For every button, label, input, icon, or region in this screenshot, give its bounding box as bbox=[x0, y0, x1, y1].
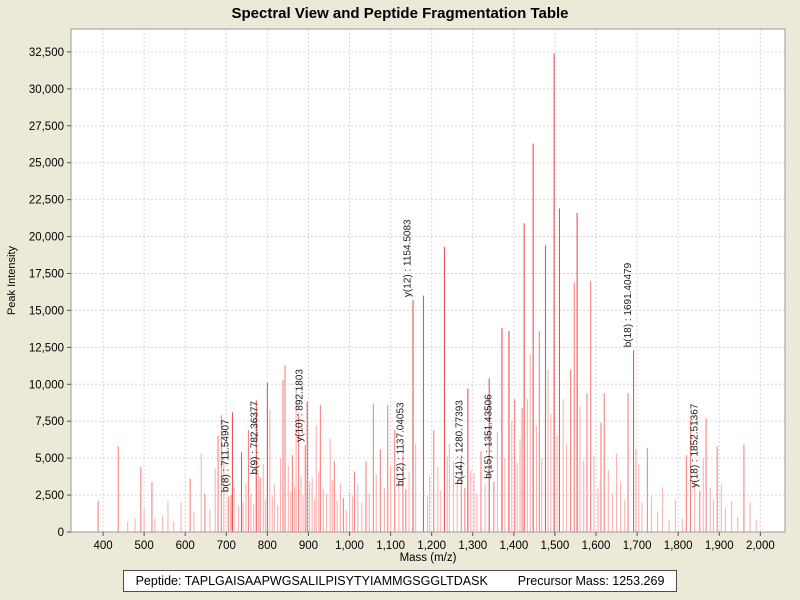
x-tick-label: 500 bbox=[135, 540, 154, 552]
fragment-ion-annotation: b(8) : 711.54907 bbox=[221, 419, 232, 492]
precursor-mass-value: 1253.269 bbox=[612, 574, 665, 588]
peptide-sequence: TAPLGAISAAPWGSALILPISYTYIAMMGSGGLTDASK bbox=[184, 574, 488, 588]
y-tick-label: 17,500 bbox=[29, 268, 64, 280]
y-tick-label: 32,500 bbox=[29, 47, 64, 59]
y-tick-label: 27,500 bbox=[29, 121, 64, 133]
chart-title: Spectral View and Peptide Fragmentation … bbox=[231, 5, 569, 22]
fragment-ion-annotation: b(15) : 1351.43506 bbox=[483, 394, 494, 479]
x-tick-label: 1,300 bbox=[458, 540, 487, 552]
x-tick-label: 1,200 bbox=[417, 540, 446, 552]
fragment-ion-annotation: b(18) : 1691.40479 bbox=[623, 262, 634, 347]
precursor-mass-label: Precursor Mass: bbox=[517, 574, 609, 588]
y-tick-label: 12,500 bbox=[29, 342, 64, 354]
plot-area[interactable] bbox=[71, 29, 785, 532]
x-tick-label: 900 bbox=[299, 540, 318, 552]
x-axis-title: Mass (m/z) bbox=[400, 552, 457, 564]
y-axis-title: Peak Intensity bbox=[6, 245, 18, 315]
fragment-ion-annotation: y(18) : 1852.51367 bbox=[689, 403, 700, 487]
x-tick-label: 1,900 bbox=[705, 540, 734, 552]
y-tick-label: 20,000 bbox=[29, 232, 64, 244]
fragment-ion-annotation: b(14) : 1280.77393 bbox=[454, 400, 465, 485]
plot-border bbox=[70, 28, 786, 533]
fragment-ion-annotation: y(10) : 892.1803 bbox=[295, 369, 306, 442]
fragment-ion-annotation: b(12) : 1137.04053 bbox=[395, 402, 406, 486]
x-tick-label: 2,000 bbox=[746, 540, 775, 552]
y-tick-label: 2,500 bbox=[35, 490, 64, 502]
spectral-plot-canvas[interactable]: 0 2,500 5,000 7,500 10,000 12,500 15,000 17,500… bbox=[0, 0, 800, 566]
y-tick-label: 30,000 bbox=[29, 84, 64, 96]
x-tick-label: 1,700 bbox=[623, 540, 652, 552]
x-tick-label: 1,000 bbox=[335, 540, 364, 552]
y-tick-label: 22,500 bbox=[29, 195, 64, 207]
y-tick-label: 25,000 bbox=[29, 158, 64, 170]
x-tick-label: 1,400 bbox=[499, 540, 528, 552]
x-tick-label: 700 bbox=[217, 540, 236, 552]
x-tick-label: 1,600 bbox=[582, 540, 611, 552]
footer-bar: Peptide: TAPLGAISAAPWGSALILPISYTYIAMMGSG… bbox=[0, 570, 800, 592]
peptide-label: Peptide: bbox=[135, 574, 182, 588]
x-tick-label: 1,500 bbox=[541, 540, 570, 552]
peptide-info-box: Peptide: TAPLGAISAAPWGSALILPISYTYIAMMGSG… bbox=[122, 570, 678, 592]
y-tick-label: 15,000 bbox=[29, 305, 64, 317]
x-tick-label: 1,100 bbox=[376, 540, 405, 552]
x-tick-label: 600 bbox=[176, 540, 195, 552]
x-tick-label: 800 bbox=[258, 540, 277, 552]
y-tick-label: 0 bbox=[58, 527, 64, 539]
fragment-ion-annotation: b(9) : 782.36377 bbox=[250, 401, 261, 475]
x-tick-label: 400 bbox=[93, 540, 112, 552]
fragment-ion-annotation: y(12) : 1154.5083 bbox=[403, 219, 414, 297]
y-tick-label: 7,500 bbox=[35, 416, 64, 428]
y-tick-label: 10,000 bbox=[29, 379, 64, 391]
y-tick-label: 5,000 bbox=[35, 453, 64, 465]
x-tick-label: 1,800 bbox=[664, 540, 693, 552]
